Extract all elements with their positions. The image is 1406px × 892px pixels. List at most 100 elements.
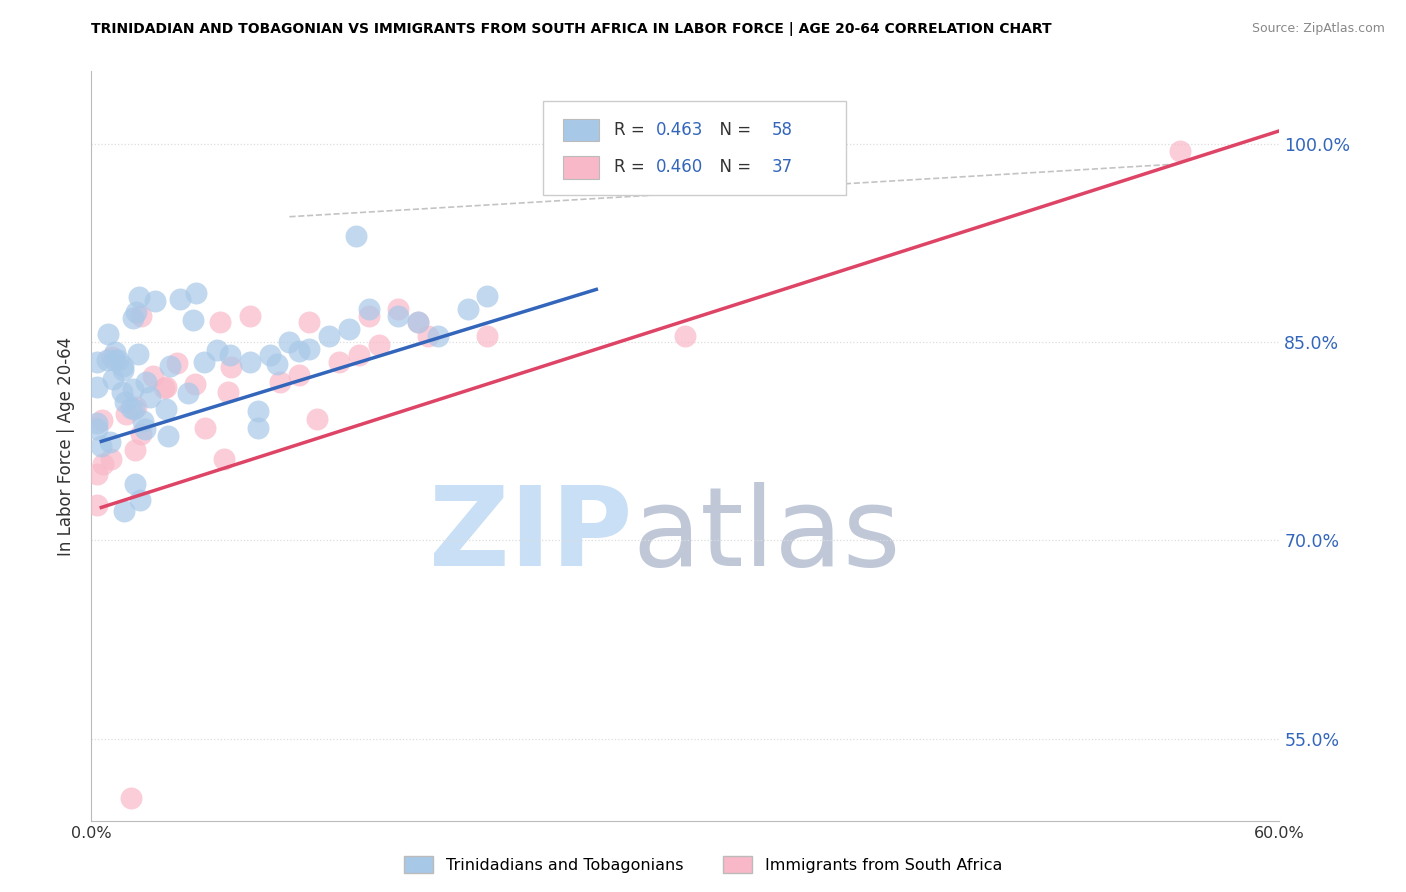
Point xyxy=(86,355,108,369)
Text: 0.460: 0.460 xyxy=(655,158,703,177)
Point xyxy=(176,386,198,401)
Point xyxy=(159,359,181,374)
Point xyxy=(288,368,311,383)
Point xyxy=(101,372,124,386)
Text: 37: 37 xyxy=(772,158,793,177)
Point xyxy=(318,328,340,343)
Point xyxy=(134,422,156,436)
Point xyxy=(96,352,118,367)
Point xyxy=(477,289,499,303)
Point xyxy=(86,380,108,394)
Point xyxy=(139,390,162,404)
Point xyxy=(169,292,191,306)
Point xyxy=(97,326,120,341)
Point xyxy=(122,382,145,396)
Point xyxy=(305,412,328,426)
Point xyxy=(426,328,449,343)
Text: TRINIDADIAN AND TOBAGONIAN VS IMMIGRANTS FROM SOUTH AFRICA IN LABOR FORCE | AGE : TRINIDADIAN AND TOBAGONIAN VS IMMIGRANTS… xyxy=(91,22,1052,37)
Point xyxy=(91,457,114,471)
Point xyxy=(1170,144,1192,158)
Point xyxy=(673,328,696,343)
Point xyxy=(127,346,149,360)
Point xyxy=(143,293,166,308)
Point xyxy=(124,476,146,491)
Point xyxy=(128,290,150,304)
Point xyxy=(406,315,429,329)
Point xyxy=(209,315,232,329)
Point xyxy=(239,355,262,369)
Point xyxy=(219,349,242,363)
Point xyxy=(122,310,145,325)
Point xyxy=(186,285,208,300)
Text: Source: ZipAtlas.com: Source: ZipAtlas.com xyxy=(1251,22,1385,36)
Point xyxy=(100,451,122,466)
Point xyxy=(107,353,129,368)
Point xyxy=(269,375,291,389)
Point xyxy=(153,380,176,394)
Point xyxy=(328,355,350,369)
Point xyxy=(112,359,135,373)
Text: ZIP: ZIP xyxy=(429,483,631,590)
Text: atlas: atlas xyxy=(631,483,900,590)
Point xyxy=(112,504,135,518)
Point xyxy=(90,439,112,453)
Point xyxy=(115,407,138,421)
Point xyxy=(129,426,152,441)
Point xyxy=(114,395,136,409)
Text: R =: R = xyxy=(614,120,650,139)
Point xyxy=(128,492,150,507)
Point xyxy=(193,354,215,368)
Point xyxy=(387,302,409,317)
Text: 0.463: 0.463 xyxy=(655,120,703,139)
Point xyxy=(367,338,389,352)
Point xyxy=(86,498,108,512)
Text: R =: R = xyxy=(614,158,650,177)
Point xyxy=(98,435,121,450)
Point xyxy=(166,356,188,370)
Point xyxy=(86,422,108,436)
Point xyxy=(357,302,380,317)
Point xyxy=(125,305,148,319)
Point xyxy=(103,353,125,368)
Y-axis label: In Labor Force | Age 20-64: In Labor Force | Age 20-64 xyxy=(58,336,76,556)
Point xyxy=(120,791,142,805)
Text: N =: N = xyxy=(709,158,756,177)
Point xyxy=(104,344,127,359)
FancyBboxPatch shape xyxy=(543,102,846,195)
Point xyxy=(217,384,239,399)
Point xyxy=(129,309,152,323)
Point xyxy=(246,420,269,434)
Point xyxy=(110,385,132,400)
Point xyxy=(181,313,204,327)
Point xyxy=(155,402,177,417)
Point xyxy=(142,369,165,384)
Text: 58: 58 xyxy=(772,120,793,139)
Point xyxy=(120,401,142,415)
Text: N =: N = xyxy=(709,120,756,139)
Point xyxy=(278,335,301,350)
Point xyxy=(91,413,114,427)
Point xyxy=(266,357,288,371)
Point xyxy=(347,349,370,363)
Point xyxy=(111,363,134,377)
Point xyxy=(406,315,429,329)
Point xyxy=(344,229,367,244)
Point xyxy=(155,380,177,394)
Point xyxy=(132,414,155,428)
Point xyxy=(477,328,499,343)
Legend: Trinidadians and Tobagonians, Immigrants from South Africa: Trinidadians and Tobagonians, Immigrants… xyxy=(398,849,1008,880)
Point xyxy=(207,343,229,357)
Point xyxy=(124,400,146,414)
Point xyxy=(183,376,205,391)
Point xyxy=(157,429,180,443)
Point xyxy=(298,342,321,356)
Point xyxy=(298,315,321,329)
Point xyxy=(259,349,281,363)
Point xyxy=(194,421,217,435)
FancyBboxPatch shape xyxy=(562,119,599,141)
Point xyxy=(416,328,439,343)
Point xyxy=(457,302,479,317)
Point xyxy=(212,452,235,467)
Point xyxy=(86,416,108,430)
Point xyxy=(387,309,409,323)
